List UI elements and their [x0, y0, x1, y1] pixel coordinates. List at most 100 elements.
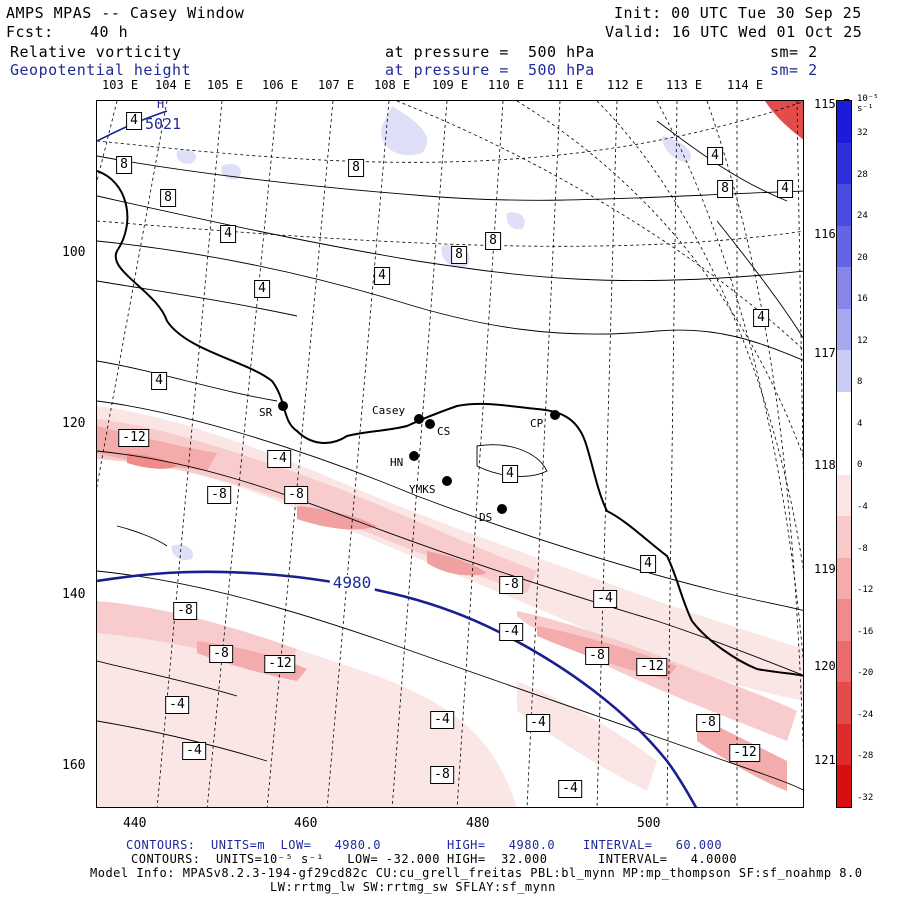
x-tick: 480: [466, 816, 490, 831]
x-tick: 440: [123, 816, 147, 831]
colorbar-segment: [837, 765, 851, 808]
vort-label: 4: [126, 112, 142, 130]
colorbar-segment: [837, 433, 851, 476]
vort-label: 8: [348, 159, 364, 177]
init-time: Init: 00 UTC Tue 30 Sep 25: [614, 4, 862, 22]
height-contour-info: CONTOURS: UNITS=m LOW= 4980.0: [126, 838, 381, 852]
field2-level: at pressure = 500 hPa: [385, 61, 595, 79]
y-tick: 120: [62, 416, 86, 431]
vort-contour-interval: INTERVAL= 4.0000: [598, 852, 738, 866]
colorbar-segment: [837, 599, 851, 642]
colorbar: [836, 100, 852, 808]
station-dot-casey[interactable]: [414, 414, 424, 424]
vort-label: 4: [220, 225, 236, 243]
colorbar-units: 10⁻⁵ s⁻¹: [857, 94, 879, 114]
colorbar-label: 28: [857, 169, 868, 180]
valid-time: Valid: 16 UTC Wed 01 Oct 25: [605, 23, 863, 41]
vort-label: 8: [116, 156, 132, 174]
station-dot-cs[interactable]: [425, 419, 435, 429]
y-tick: 160: [62, 758, 86, 773]
colorbar-label: -16: [857, 626, 874, 637]
vort-label: 8: [160, 189, 176, 207]
colorbar-label: -28: [857, 751, 874, 762]
vort-label: -8: [585, 647, 609, 665]
vort-label: 4: [151, 372, 167, 390]
vort-label: -8: [430, 766, 454, 784]
height-contour-label: 4980: [329, 575, 375, 591]
vort-label: -8: [209, 645, 233, 663]
colorbar-label: 12: [857, 335, 868, 346]
vort-label: 4: [502, 465, 518, 483]
x-tick: 460: [294, 816, 318, 831]
height-label-5021: 5021: [145, 115, 182, 133]
colorbar-label: -8: [857, 543, 868, 554]
coastline: [97, 170, 803, 677]
map-panel[interactable]: 4980 5021 H 4 8 8 8 4 4 8 8 4 4 8 4 4 4 …: [96, 100, 804, 808]
vort-label: -4: [499, 623, 523, 641]
vort-label: -8: [696, 714, 720, 732]
lon-label: 114 E: [727, 78, 764, 92]
vort-contour-info: CONTOURS: UNITS=10⁻⁵ s⁻¹ LOW= -32.000: [131, 852, 440, 866]
lon-label: 105 E: [207, 78, 244, 92]
station-label-ymks: YMKS: [409, 483, 436, 496]
vort-label: -4: [430, 711, 454, 729]
lon-label: 106 E: [262, 78, 299, 92]
lon-label: 107 E: [318, 78, 355, 92]
vort-label: 4: [254, 280, 270, 298]
vort-label: -8: [173, 602, 197, 620]
station-label-casey: Casey: [372, 404, 406, 417]
colorbar-label: 20: [857, 252, 868, 263]
lon-label: 113 E: [666, 78, 703, 92]
vort-label: -12: [636, 658, 668, 676]
vort-label: -4: [267, 450, 291, 468]
colorbar-label: 32: [857, 128, 868, 139]
vort-label: -8: [499, 576, 523, 594]
vort-label: -8: [284, 486, 308, 504]
colorbar-segment: [837, 516, 851, 559]
lon-label: 103 E: [102, 78, 139, 92]
model-info-physics: LW:rrtmg_lw SW:rrtmg_sw SFLAY:sf_mynn: [270, 880, 556, 894]
vort-label: 4: [640, 555, 656, 573]
colorbar-segment: [837, 557, 851, 600]
station-dot-sr[interactable]: [278, 401, 288, 411]
colorbar-label: 8: [857, 377, 863, 388]
lon-label: 112 E: [607, 78, 644, 92]
longitude-gridlines: [97, 101, 803, 807]
latitude-gridlines: [97, 101, 803, 752]
map-canvas: [97, 101, 803, 807]
vort-label: 8: [717, 180, 733, 198]
station-dot-hn[interactable]: [409, 451, 419, 461]
station-dot-ds[interactable]: [497, 504, 507, 514]
vort-label: -4: [165, 696, 189, 714]
station-dot-ymks[interactable]: [442, 476, 452, 486]
lon-label: 108 E: [374, 78, 411, 92]
lon-label: 104 E: [155, 78, 192, 92]
vort-label: -8: [207, 486, 231, 504]
lon-label: 111 E: [547, 78, 584, 92]
colorbar-segment: [837, 267, 851, 310]
colorbar-label: 24: [857, 211, 868, 222]
station-label-ds: DS: [479, 511, 493, 524]
vort-label: -4: [558, 780, 582, 798]
vort-label: -4: [182, 742, 206, 760]
y-tick: 100: [62, 245, 86, 260]
vort-label: 4: [374, 267, 390, 285]
vorticity-contours: [97, 120, 803, 791]
vort-label: -12: [264, 655, 296, 673]
colorbar-segment: [837, 723, 851, 766]
field1-smoothing: sm= 2: [770, 43, 818, 61]
colorbar-segment: [837, 350, 851, 393]
field1-name: Relative vorticity: [10, 43, 182, 61]
vort-label: -4: [593, 590, 617, 608]
station-label-hn: HN: [390, 456, 404, 469]
station-dot-cp[interactable]: [550, 410, 560, 420]
vort-label: -12: [729, 744, 761, 762]
colorbar-segment: [837, 474, 851, 517]
colorbar-segment: [837, 391, 851, 434]
height-contour-high: HIGH= 4980.0: [447, 838, 556, 852]
colorbar-segment: [837, 142, 851, 185]
lon-label: 109 E: [432, 78, 469, 92]
colorbar-segment: [837, 308, 851, 351]
field2-smoothing: sm= 2: [770, 61, 818, 79]
colorbar-segment: [837, 184, 851, 227]
